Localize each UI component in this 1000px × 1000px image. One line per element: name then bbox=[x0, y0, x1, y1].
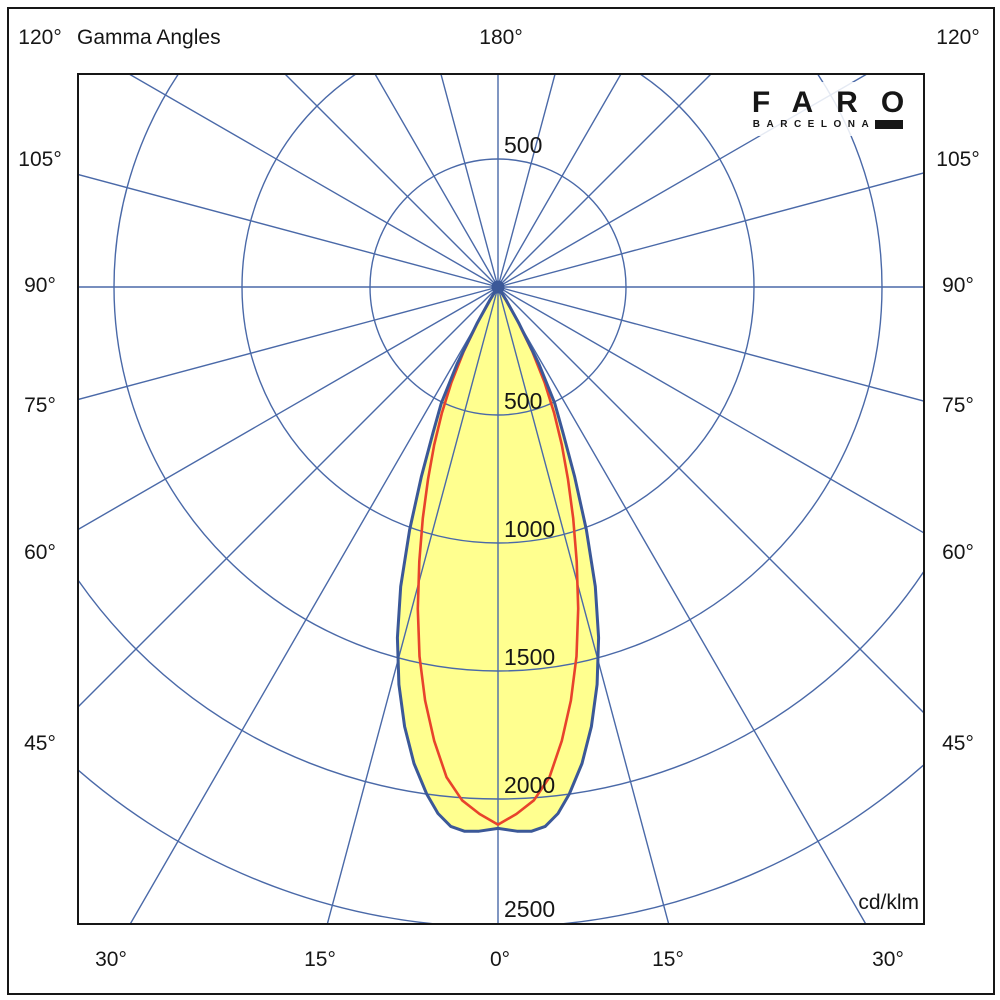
right-axis-label-90°: 90° bbox=[942, 274, 974, 297]
right-axis-label-45°: 45° bbox=[942, 732, 974, 755]
polar-chart-box: 500 500 1000 1500 2000 2500 FARO BARCELONA cd… bbox=[77, 73, 925, 925]
ring-label-1500: 1500 bbox=[504, 644, 555, 670]
logo-city-text: BARCELONA bbox=[752, 119, 876, 130]
bottom-axis-label-2: 0° bbox=[489, 948, 511, 971]
logo-subtitle: BARCELONA bbox=[752, 119, 904, 130]
left-axis-label-45°: 45° bbox=[24, 732, 56, 755]
bottom-axis-label-1: 15° bbox=[304, 948, 336, 971]
ring-label-1000: 1000 bbox=[504, 516, 555, 542]
top-right-angle-label: 120° bbox=[936, 26, 980, 49]
polar-plot-svg: 500 500 1000 1500 2000 2500 bbox=[79, 75, 923, 923]
left-axis-label-75°: 75° bbox=[24, 394, 56, 417]
right-axis-label-60°: 60° bbox=[942, 541, 974, 564]
bottom-axis-label-4: 30° bbox=[872, 948, 904, 971]
left-axis-label-90°: 90° bbox=[24, 274, 56, 297]
faro-logo: FARO BARCELONA bbox=[737, 82, 919, 136]
bottom-axis-label-0: 30° bbox=[95, 948, 127, 971]
top-center-angle-label: 180° bbox=[479, 26, 523, 49]
left-axis-label-105°: 105° bbox=[18, 148, 62, 171]
ring-label-top-500: 500 bbox=[504, 132, 542, 158]
unit-label: cd/klm bbox=[858, 891, 919, 914]
ring-label-2000: 2000 bbox=[504, 772, 555, 798]
right-axis-label-105°: 105° bbox=[936, 148, 980, 171]
logo-bar bbox=[875, 120, 904, 129]
logo-brand-text: FARO bbox=[751, 86, 928, 119]
bottom-axis-label-3: 15° bbox=[652, 948, 684, 971]
left-axis-label-60°: 60° bbox=[24, 541, 56, 564]
right-axis-label-75°: 75° bbox=[942, 394, 974, 417]
top-left-angle-label: 120° bbox=[18, 26, 62, 49]
ring-label-2500: 2500 bbox=[504, 896, 555, 922]
page-title: Gamma Angles bbox=[77, 26, 221, 49]
ring-label-500: 500 bbox=[504, 388, 542, 414]
